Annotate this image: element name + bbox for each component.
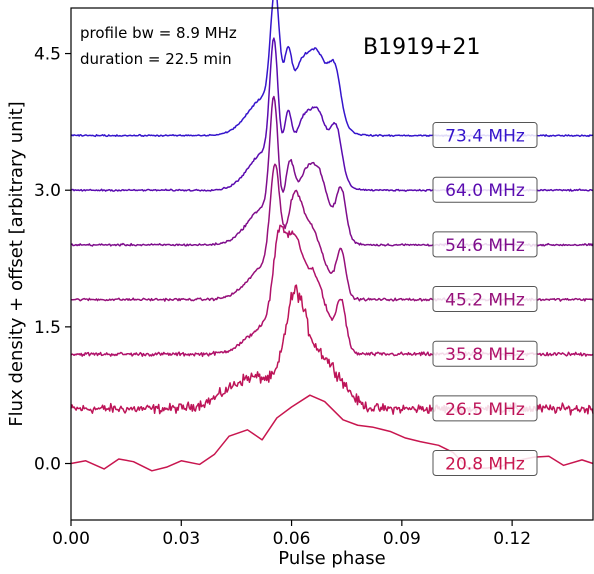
frequency-label-box	[432, 231, 538, 258]
frequency-label-text: 35.8 MHz	[445, 345, 525, 365]
frequency-label-box	[432, 450, 538, 477]
frequency-label-text: 73.4 MHz	[445, 127, 525, 147]
frequency-label: 26.5 MHz	[432, 395, 538, 422]
chart-title: B1919+21	[363, 35, 481, 60]
x-axis-title: Pulse phase	[278, 548, 385, 569]
frequency-label: 20.8 MHz	[432, 450, 538, 477]
plot-frame	[70, 7, 594, 521]
annotation-duration: duration = 22.5 min	[80, 50, 232, 68]
frequency-label-text: 64.0 MHz	[445, 181, 525, 201]
frequency-label-box	[432, 395, 538, 422]
frequency-label: 45.2 MHz	[432, 286, 538, 313]
y-tick-label: 3.0	[34, 181, 61, 201]
frequency-label-text: 54.6 MHz	[445, 236, 525, 256]
frequency-label-layer: 20.8 MHz 26.5 MHz 35.8 MHz 45.2 MHz 54.6 MHz…	[432, 122, 538, 477]
y-tick-label: 1.5	[34, 318, 61, 338]
x-tick-label: 0.12	[493, 529, 531, 549]
frequency-label: 54.6 MHz	[432, 231, 538, 258]
y-tick-label: 0.0	[34, 455, 61, 475]
x-tick-label: 0.03	[162, 529, 200, 549]
frequency-label: 73.4 MHz	[432, 122, 538, 149]
frequency-label-box	[432, 286, 538, 313]
tick-layer: 0.00 0.03 0.06 0.09 0.12 0.0 1.5 3.0 4.5	[34, 45, 531, 549]
x-tick-label: 0.06	[273, 529, 311, 549]
y-axis-title: Flux density + offset [arbitrary unit]	[6, 101, 27, 426]
annotation-bandwidth: profile bw = 8.9 MHz	[80, 24, 237, 42]
x-tick-label: 0.09	[383, 529, 421, 549]
frequency-label-text: 20.8 MHz	[445, 455, 525, 475]
y-tick-label: 4.5	[34, 45, 61, 65]
frequency-label-box	[432, 340, 538, 367]
frequency-label-text: 45.2 MHz	[445, 291, 525, 311]
frequency-label-box	[432, 176, 538, 203]
frequency-label: 35.8 MHz	[432, 340, 538, 367]
x-tick-label: 0.00	[52, 529, 90, 549]
frequency-label-box	[432, 122, 538, 149]
frequency-label-text: 26.5 MHz	[445, 400, 525, 420]
frequency-label: 64.0 MHz	[432, 176, 538, 203]
